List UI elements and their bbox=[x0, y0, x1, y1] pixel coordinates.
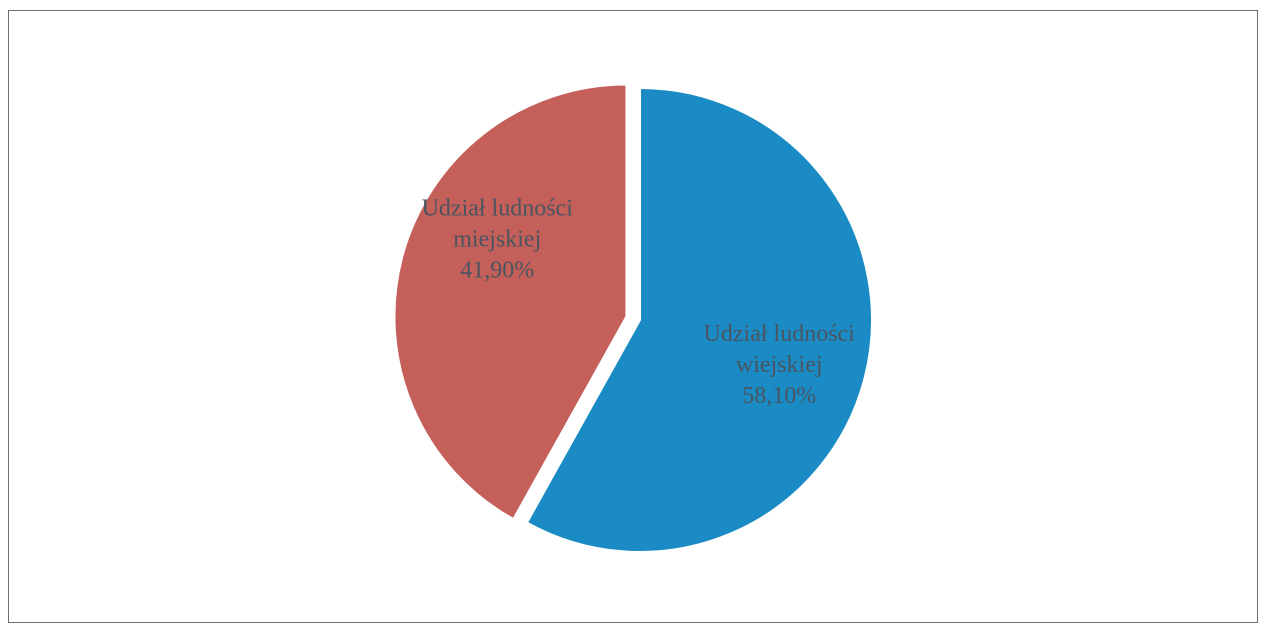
pie-slice-label-line: 41,90% bbox=[460, 257, 534, 283]
pie-slice-label-line: Udział ludności bbox=[704, 321, 856, 347]
pie-slice-label-line: wiejskiej bbox=[736, 352, 823, 378]
pie-slice-label-line: Udział ludności bbox=[422, 195, 574, 221]
pie-slice-1 bbox=[393, 83, 628, 521]
pie-slice-label-line: 58,10% bbox=[742, 383, 816, 409]
pie-slice-label-0: Udział ludności wiejskiej 58,10% bbox=[704, 321, 856, 409]
pie-slice-0 bbox=[525, 86, 873, 553]
pie-slice-label-line: miejskiej bbox=[453, 226, 541, 252]
pie-slice-label-1: Udział ludności miejskiej 41,90% bbox=[422, 195, 574, 283]
